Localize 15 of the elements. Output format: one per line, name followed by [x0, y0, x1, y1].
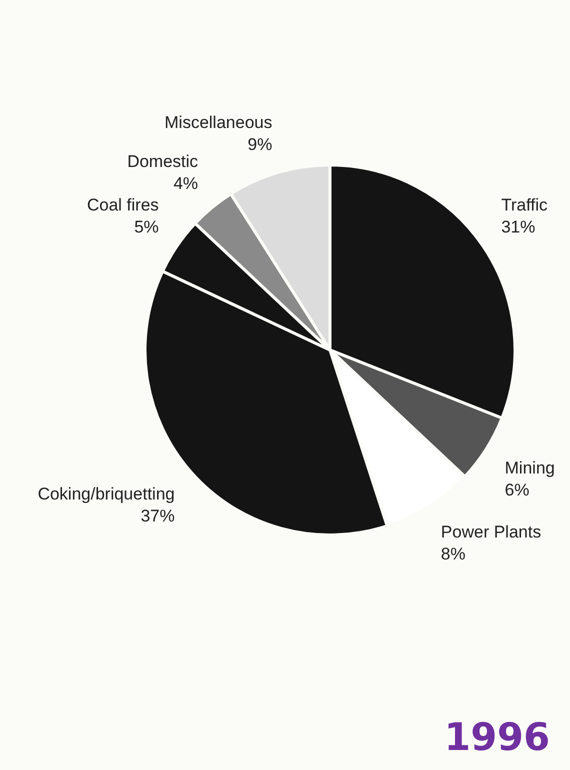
data-label: 8%: [440, 544, 466, 564]
slice-label: Power Plants: [440, 522, 542, 542]
slice-label: Coking/briquetting: [38, 484, 175, 504]
slice-label: Mining: [504, 458, 555, 478]
text: 1996: [444, 715, 550, 759]
data-label: 5%: [134, 217, 159, 236]
data-label: 9%: [248, 134, 272, 154]
data-label: 31%: [501, 217, 536, 236]
slice-label: Traffic: [501, 195, 548, 214]
data-label: 6%: [504, 480, 530, 500]
slice-label: Miscellaneous: [164, 112, 272, 132]
slice-label: Domestic: [127, 152, 199, 172]
data-label: 4%: [173, 174, 198, 194]
data-label: 37%: [140, 506, 175, 526]
slice-label: Coal fires: [86, 195, 159, 214]
